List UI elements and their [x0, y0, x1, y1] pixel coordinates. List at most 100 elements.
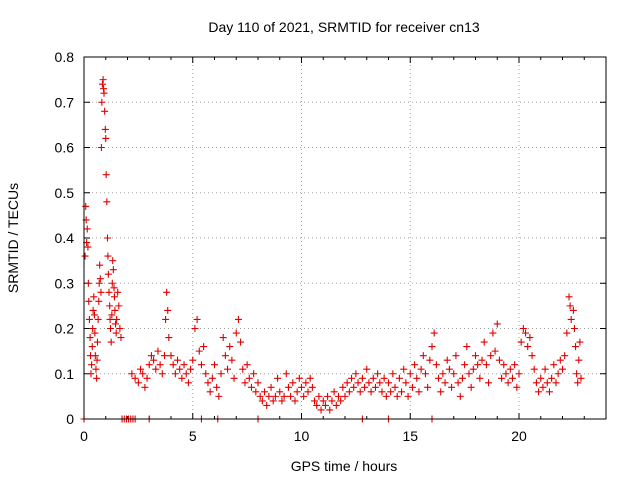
data-point [535, 388, 543, 396]
data-point [137, 365, 145, 373]
data-point [163, 288, 171, 296]
data-point [101, 107, 109, 115]
data-point [358, 374, 366, 382]
data-point [393, 392, 401, 400]
data-point [217, 370, 225, 378]
data-point [174, 356, 182, 364]
data-point [472, 352, 479, 360]
data-point [111, 306, 119, 314]
data-point [93, 356, 101, 364]
data-point [482, 361, 490, 369]
data-point [435, 374, 443, 382]
data-point [208, 374, 216, 382]
data-point [334, 392, 342, 400]
data-point [92, 365, 100, 373]
data-point [202, 370, 210, 378]
data-point [109, 257, 117, 265]
data-point [317, 406, 325, 414]
data-point [219, 334, 227, 342]
data-point [116, 325, 124, 332]
data-point [413, 374, 421, 382]
data-point [152, 365, 160, 373]
data-point [131, 374, 139, 382]
data-point [88, 343, 96, 351]
data-point [432, 361, 440, 369]
data-points [80, 76, 585, 423]
data-point [91, 329, 99, 337]
data-point [169, 361, 177, 369]
data-point [110, 293, 118, 301]
data-point [566, 302, 574, 310]
data-point [341, 392, 349, 400]
data-point [570, 325, 578, 332]
data-point [107, 338, 115, 346]
data-point [112, 329, 120, 337]
data-point [254, 379, 262, 387]
data-point [102, 171, 110, 179]
data-point [374, 370, 382, 378]
data-point [554, 370, 562, 378]
data-point [184, 379, 192, 387]
data-point [195, 347, 203, 355]
data-point [147, 352, 155, 360]
data-point [158, 370, 166, 378]
data-point [517, 338, 525, 346]
data-point [100, 89, 108, 97]
data-point [569, 306, 577, 314]
data-point [304, 388, 312, 396]
data-point [524, 343, 532, 351]
data-point [406, 370, 414, 378]
data-point [160, 352, 168, 360]
data-point [282, 370, 290, 378]
data-point [332, 401, 340, 409]
data-point [500, 361, 508, 369]
data-point [271, 392, 279, 400]
y-axis-label: SRMTID / TECUs [5, 183, 21, 293]
y-tick-label: 0.8 [55, 49, 75, 65]
data-point [452, 352, 460, 360]
data-point [295, 374, 303, 382]
data-point [226, 343, 234, 351]
data-point [465, 370, 473, 378]
data-point [241, 379, 249, 387]
data-point [193, 315, 201, 323]
data-point [182, 370, 190, 378]
data-point [104, 270, 112, 278]
data-point [324, 392, 332, 400]
data-point [102, 134, 110, 142]
data-point [215, 392, 223, 400]
data-point [543, 379, 551, 387]
y-tick-label: 0.6 [55, 140, 75, 156]
data-point [561, 352, 569, 360]
data-point [232, 329, 240, 337]
data-point [221, 352, 229, 360]
data-point [204, 379, 212, 387]
data-point [400, 365, 408, 373]
data-point [91, 352, 99, 360]
chart-title: Day 110 of 2021, SRMTID for receiver cn1… [208, 19, 480, 35]
data-point [415, 388, 423, 396]
data-point [89, 306, 97, 314]
data-point [109, 266, 117, 274]
x-tick-label: 10 [294, 428, 310, 444]
y-tick-label: 0.3 [55, 275, 75, 291]
data-point [391, 383, 399, 391]
data-point [134, 379, 142, 387]
data-point [515, 370, 523, 378]
data-point [108, 279, 116, 287]
data-point [350, 383, 358, 391]
data-point [575, 356, 583, 364]
data-point [419, 352, 427, 360]
data-point [376, 379, 384, 387]
data-point [141, 383, 149, 391]
data-point [162, 315, 170, 323]
data-point [200, 343, 208, 351]
data-point [545, 388, 553, 396]
data-point [298, 383, 305, 391]
data-point [178, 374, 186, 382]
data-point [247, 383, 255, 391]
data-point [245, 374, 253, 382]
data-point [365, 379, 373, 387]
data-point [478, 356, 486, 364]
data-point [228, 356, 236, 364]
